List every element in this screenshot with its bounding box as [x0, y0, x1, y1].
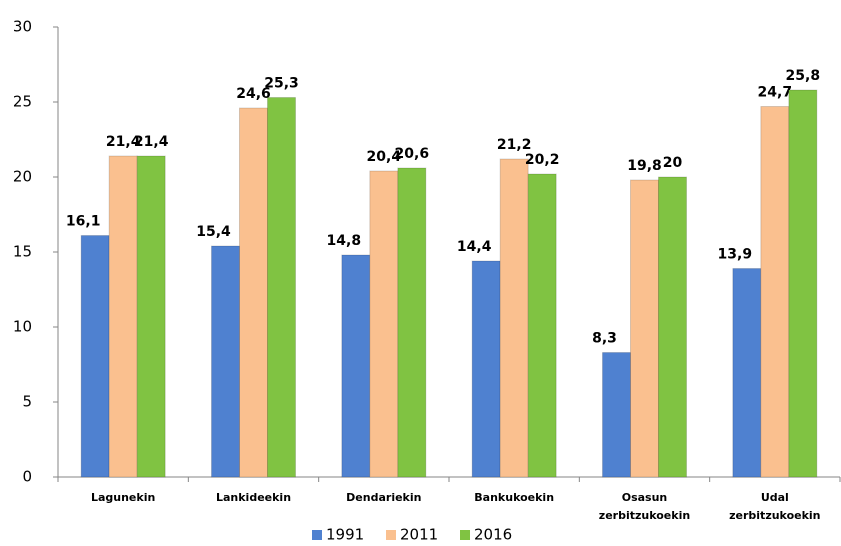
x-tick-label: Lagunekin — [90, 491, 156, 504]
bar — [471, 260, 501, 478]
bar — [136, 155, 166, 478]
bar — [369, 170, 399, 478]
x-tick-label: Osasun zerbitzukoekin — [598, 491, 691, 522]
bar — [760, 106, 790, 478]
bar — [267, 97, 296, 478]
value-label: 15,4 — [196, 224, 231, 240]
bar — [788, 89, 818, 478]
x-tick-label: Dendariekin — [346, 491, 422, 504]
value-label: 24,6 — [236, 86, 271, 102]
value-label: 14,4 — [457, 239, 492, 255]
bar — [630, 179, 659, 478]
y-tick-label: 5 — [22, 393, 32, 411]
value-label: 20,6 — [395, 146, 430, 162]
value-label: 16,1 — [66, 214, 101, 230]
bar — [341, 254, 371, 478]
bar — [499, 158, 529, 478]
value-label: 20,4 — [367, 149, 402, 165]
bar — [527, 173, 557, 478]
value-label: 13,9 — [718, 247, 753, 263]
value-label: 14,8 — [327, 233, 362, 249]
x-tick-label: Bankukoekin — [474, 491, 555, 504]
value-label: 19,8 — [627, 158, 662, 174]
bar — [602, 352, 631, 478]
bar — [80, 235, 110, 478]
y-tick-label: 0 — [22, 468, 32, 486]
value-label: 20,2 — [525, 152, 560, 168]
bar — [658, 176, 687, 478]
legend-swatch — [312, 530, 322, 540]
legend-label: 2016 — [474, 526, 512, 544]
bar — [239, 107, 268, 478]
value-label: 21,4 — [134, 134, 169, 150]
value-label: 24,7 — [758, 85, 793, 101]
x-tick-label: Lankideekin — [215, 491, 292, 504]
y-tick-label: 25 — [13, 93, 32, 111]
legend-label: 2011 — [400, 526, 438, 544]
value-label: 8,3 — [592, 331, 617, 347]
legend-swatch — [460, 530, 470, 540]
bar — [108, 155, 138, 478]
value-label: 20 — [663, 155, 683, 171]
bar — [397, 167, 427, 478]
bar — [211, 245, 240, 478]
value-label: 21,2 — [497, 137, 532, 153]
legend-label: 1991 — [326, 526, 364, 544]
legend-swatch — [386, 530, 396, 540]
value-label: 21,4 — [106, 134, 141, 150]
value-label: 25,8 — [786, 68, 821, 84]
x-tick-label: Udal zerbitzukoekin — [729, 491, 821, 522]
bar — [732, 268, 762, 478]
y-tick-label: 30 — [13, 18, 32, 36]
y-tick-label: 10 — [13, 318, 32, 336]
y-tick-label: 20 — [13, 168, 32, 186]
value-label: 25,3 — [264, 76, 299, 92]
y-tick-label: 15 — [13, 243, 32, 261]
